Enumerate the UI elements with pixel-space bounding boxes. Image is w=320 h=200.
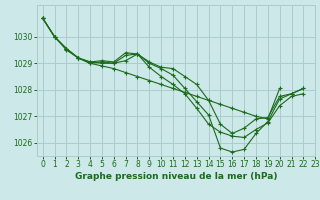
X-axis label: Graphe pression niveau de la mer (hPa): Graphe pression niveau de la mer (hPa) [75, 172, 277, 181]
